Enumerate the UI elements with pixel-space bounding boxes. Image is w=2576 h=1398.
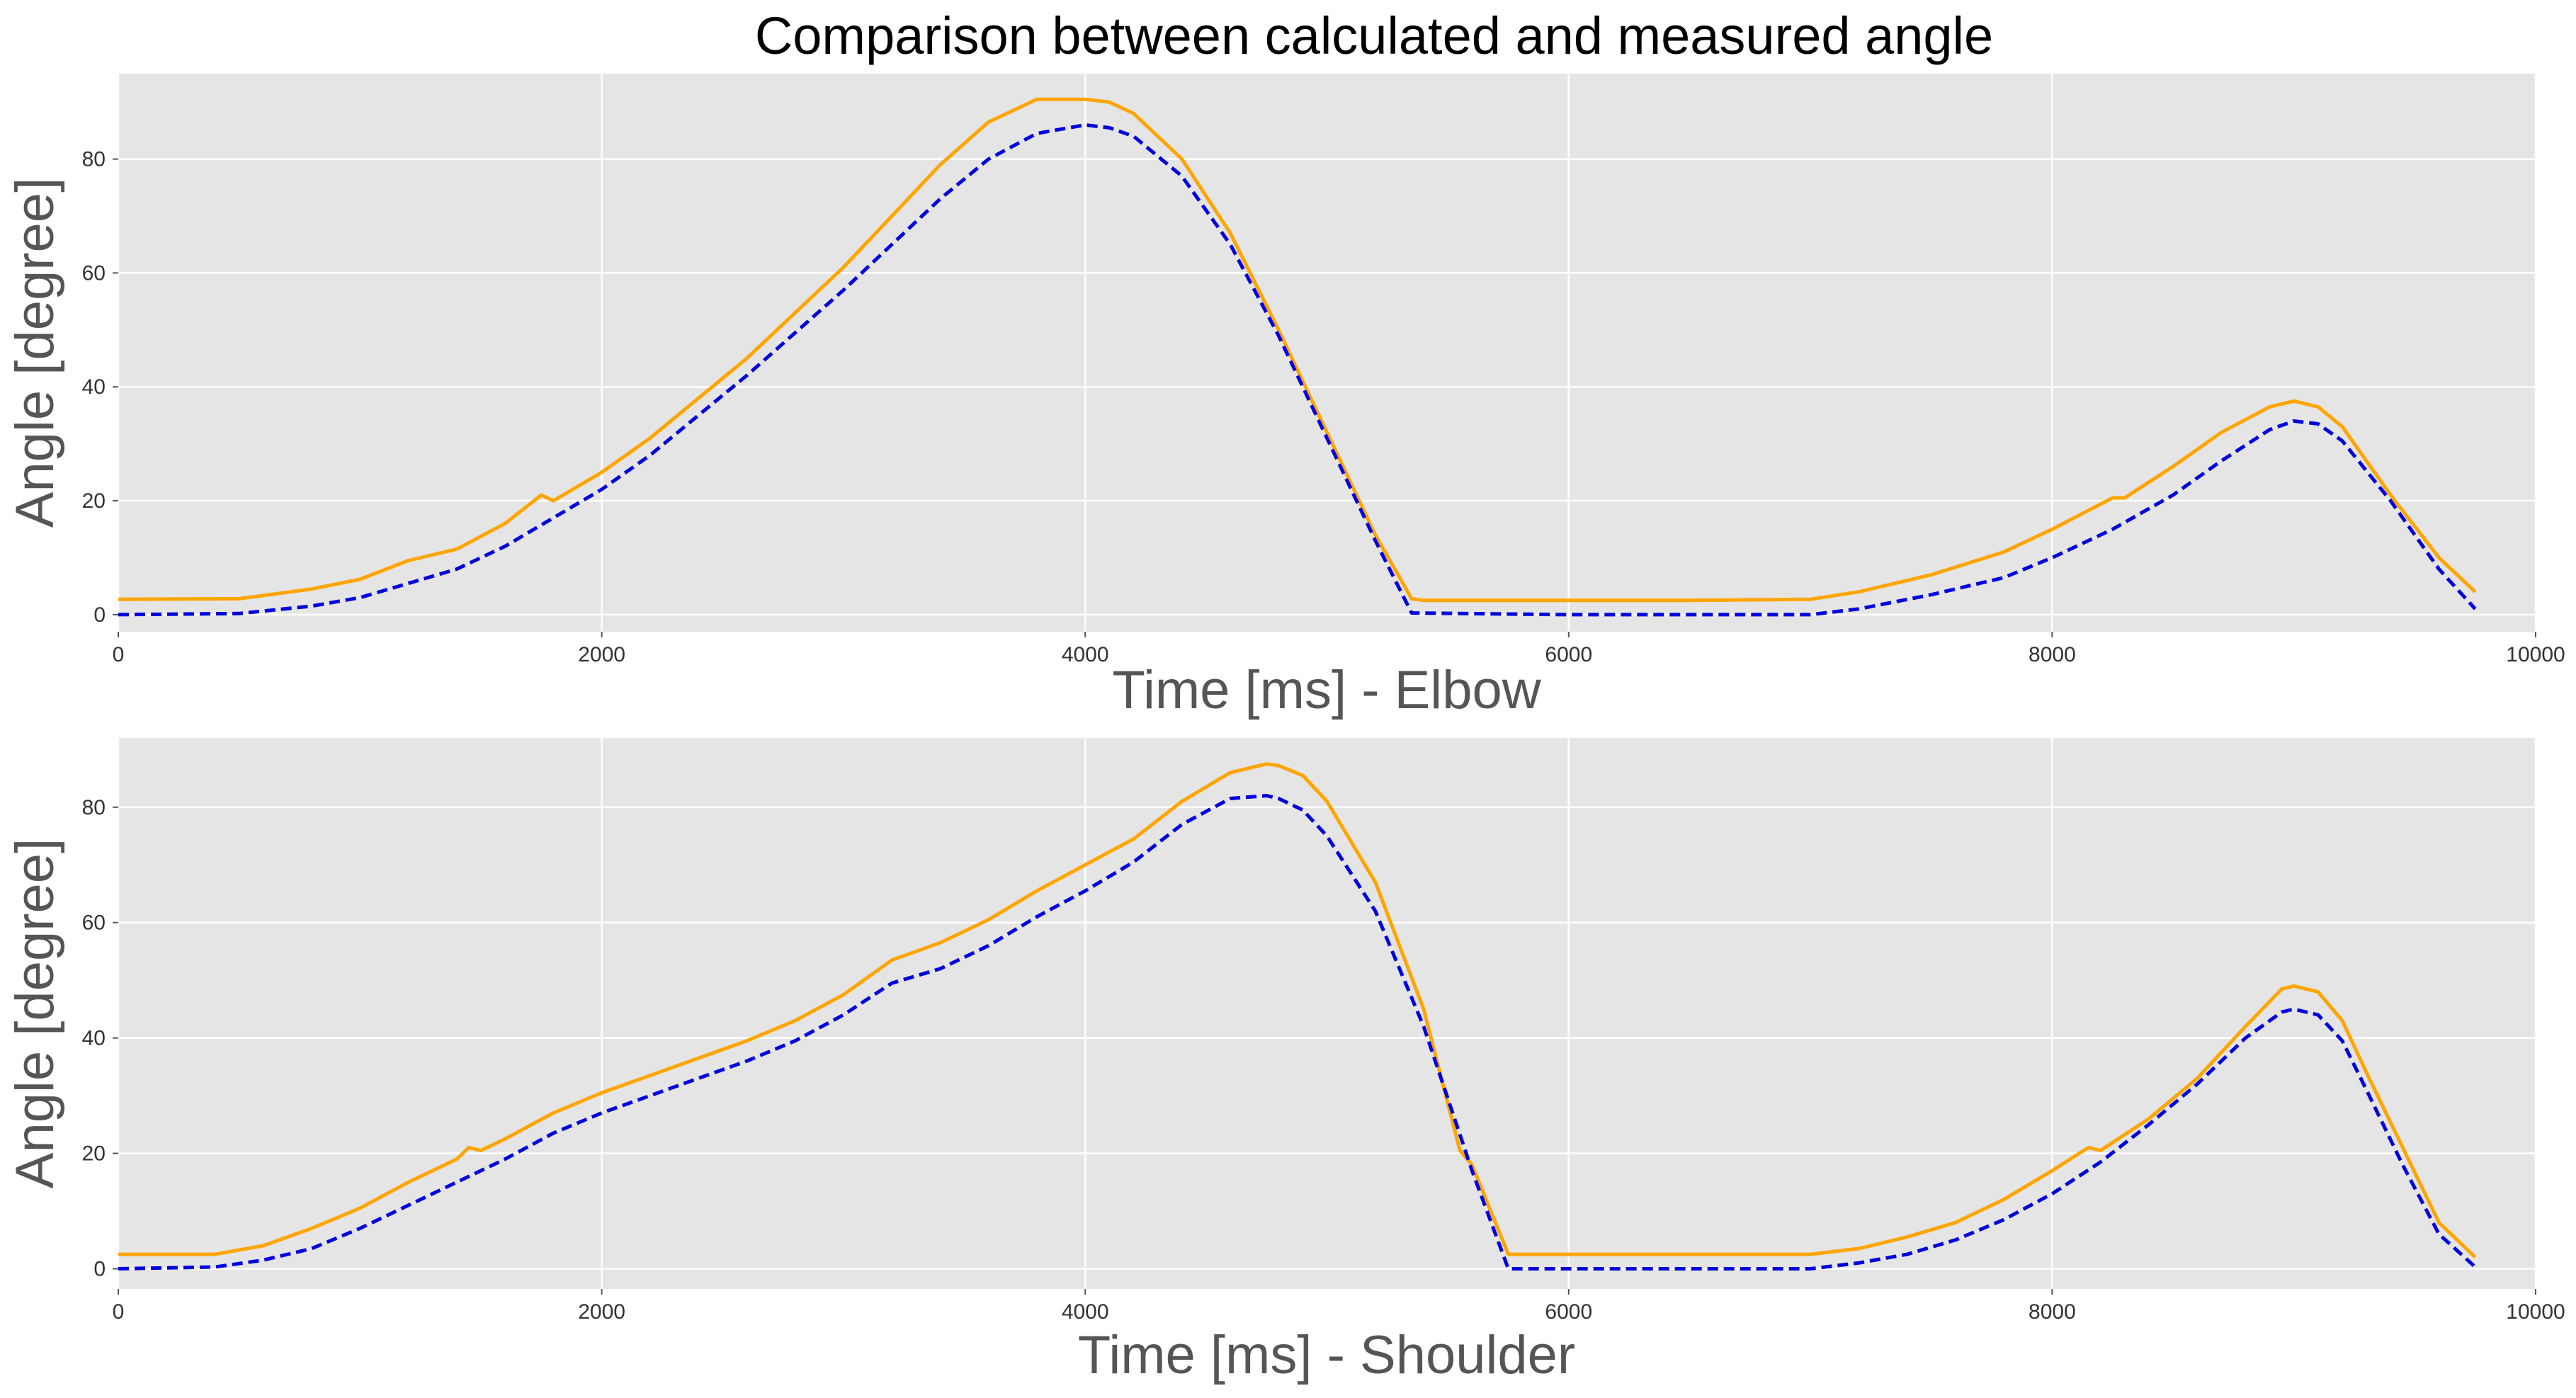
x-tick-label: 2000	[578, 1300, 625, 1324]
y-axis-label: Angle [degree]	[5, 178, 65, 528]
plot-area	[118, 738, 2536, 1289]
y-tick-label: 0	[93, 603, 106, 627]
x-tick-label: 6000	[1545, 643, 1592, 666]
chart-elbow: 0 2000 4000 6000 8000 10000 0 20 40 60 80 Time [ms…	[5, 74, 2565, 720]
x-tick-label: 10000	[2506, 643, 2565, 666]
series-line-measured	[118, 762, 2477, 1259]
x-tick-label: 4000	[1062, 643, 1109, 666]
lines	[118, 762, 2477, 1271]
figure-title: Comparison between calculated and measur…	[755, 6, 1993, 65]
ticks: 0 2000 4000 6000 8000 10000 0 20 40 60 80	[82, 148, 2565, 666]
x-tick-label: 10000	[2506, 1300, 2565, 1324]
grid	[117, 738, 2537, 1289]
y-tick-label: 20	[82, 1142, 106, 1166]
x-tick-label: 8000	[2029, 643, 2076, 666]
x-tick-label: 0	[113, 1300, 125, 1324]
lines	[118, 97, 2477, 617]
ticks: 0 2000 4000 6000 8000 10000 0 20 40 60 80	[82, 796, 2565, 1324]
x-axis-label: Time [ms] - Shoulder	[1078, 1325, 1575, 1385]
series-line-measured	[118, 97, 2477, 603]
y-tick-label: 60	[82, 261, 106, 285]
y-tick-label: 60	[82, 911, 106, 935]
grid	[117, 74, 2537, 632]
x-tick-label: 0	[113, 643, 125, 666]
x-tick-label: 8000	[2029, 1300, 2076, 1324]
x-tick-label: 6000	[1545, 1300, 1592, 1324]
x-axis-label: Time [ms] - Elbow	[1112, 660, 1541, 720]
y-tick-label: 80	[82, 148, 106, 171]
y-tick-label: 40	[82, 1027, 106, 1050]
chart-shoulder: 0 2000 4000 6000 8000 10000 0 20 40 60 80 Time [ms…	[5, 738, 2565, 1385]
x-tick-label: 4000	[1062, 1300, 1109, 1324]
x-tick-label: 2000	[578, 643, 625, 666]
y-tick-label: 80	[82, 796, 106, 819]
plot-area	[118, 74, 2536, 632]
y-axis-label: Angle [degree]	[5, 839, 65, 1188]
series-line-calculated	[118, 794, 2477, 1271]
y-tick-label: 40	[82, 375, 106, 399]
y-tick-label: 20	[82, 489, 106, 513]
y-tick-label: 0	[93, 1257, 106, 1280]
